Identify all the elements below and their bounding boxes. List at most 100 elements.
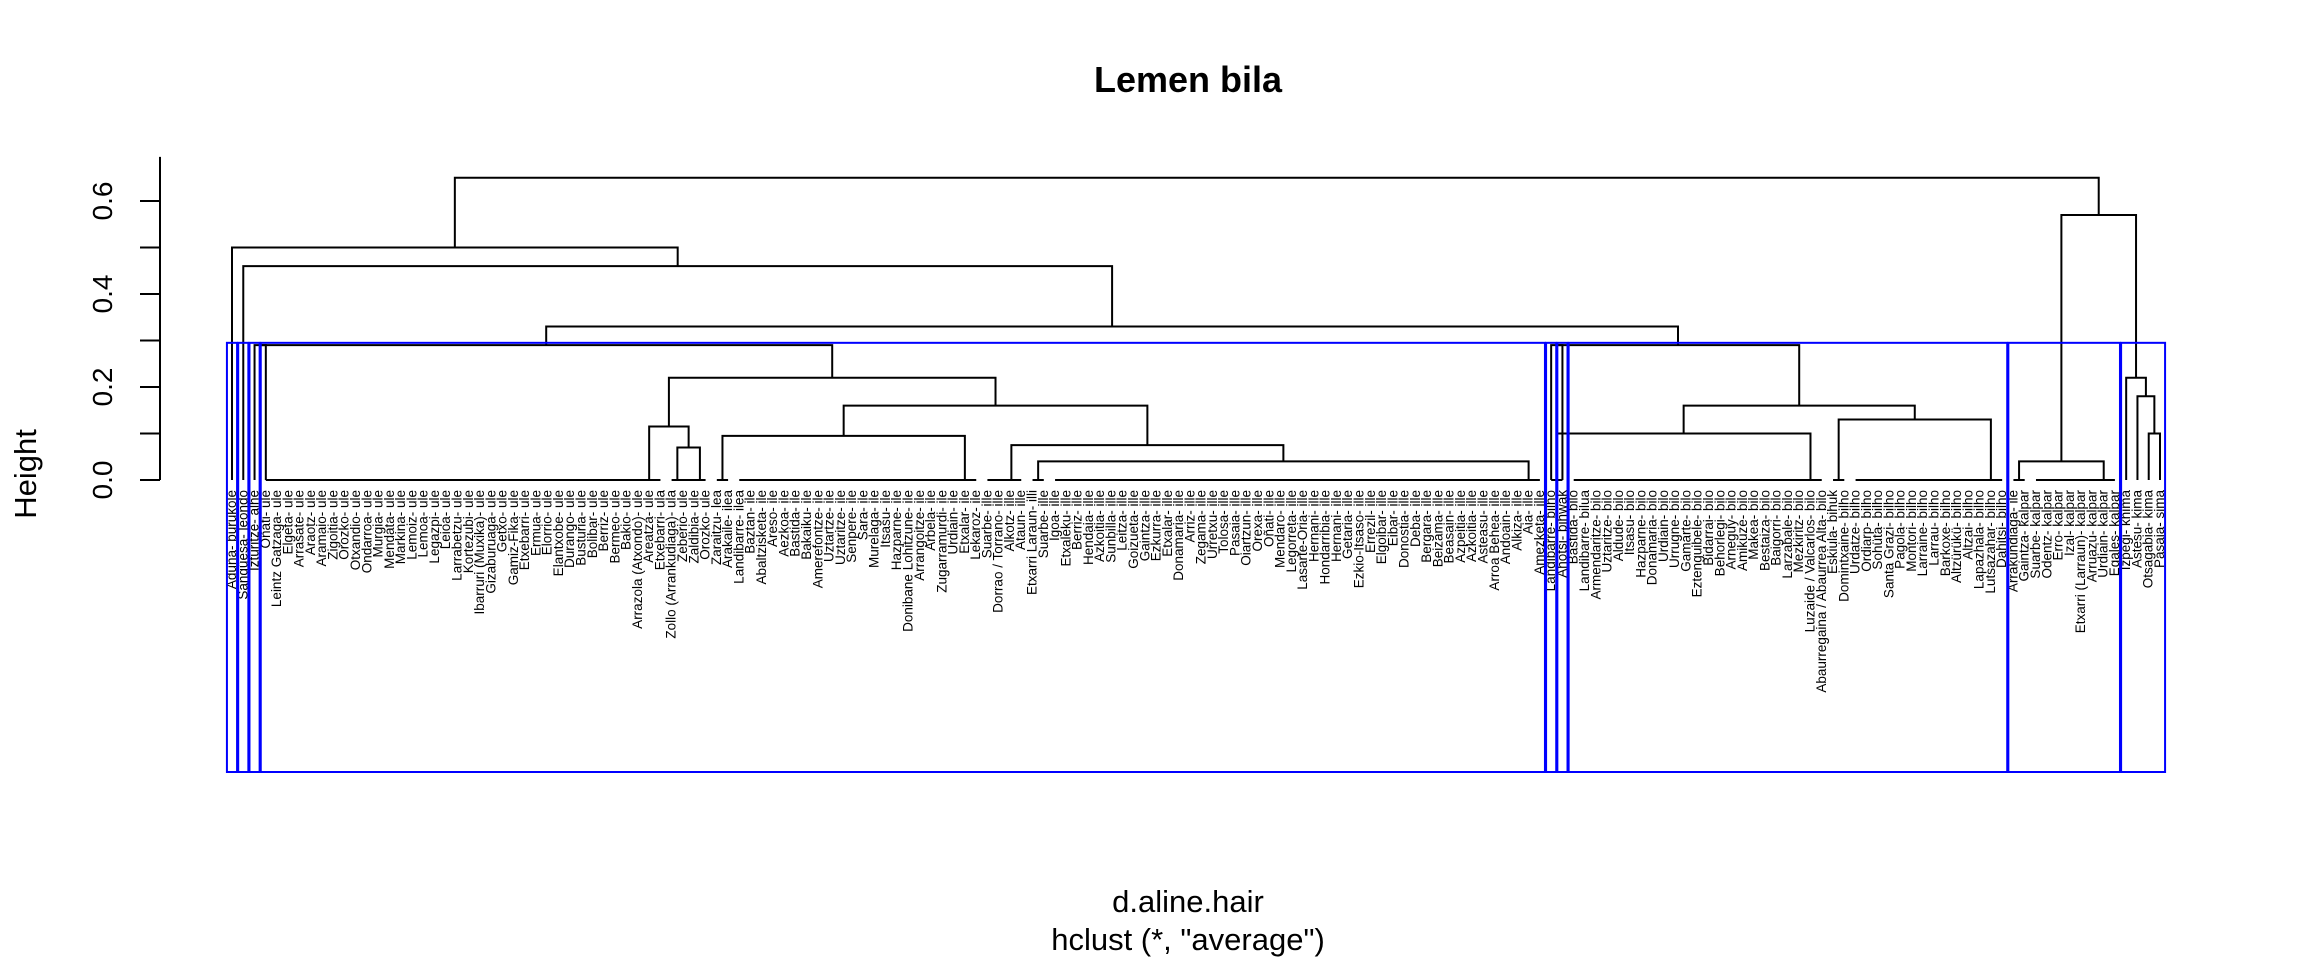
leaf-label: Etxebarri- ule	[517, 490, 532, 570]
leaf-label: Sunbilla- ille	[1103, 490, 1118, 563]
leaf-label: Pasaia- ille	[1227, 490, 1242, 556]
leaf-label: Itsasu- bilo	[1622, 490, 1637, 555]
cluster-rectangle	[237, 341, 250, 773]
dendrogram-branch	[1555, 432, 1812, 480]
leaf-label: Mendata- ule	[382, 490, 397, 569]
leaf-label: Lekaroz- ile	[968, 490, 983, 560]
leaf-label: Domintxaine- bilho	[1836, 490, 1851, 602]
x-axis-sublabel: hclust (*, "average")	[1051, 922, 1325, 957]
leaf-label: Zegama- ille	[1194, 490, 1209, 564]
leaf-label: Andoain- ille	[1498, 490, 1513, 564]
leaf-label: Sara- ile	[855, 490, 870, 540]
leaf-label: Etxalar- ille	[1160, 490, 1175, 557]
leaf-label: Lasarte-Oria- ille	[1295, 490, 1310, 590]
leaf-label: Amezketa- ille	[1532, 490, 1547, 575]
leaf-label: Leitza- ille	[1115, 490, 1130, 551]
leaf-label: Armendaritze- bilo	[1588, 490, 1603, 600]
leaf-label: Azkoitia- ille	[1464, 490, 1479, 562]
leaf-label: Suarbe- ille	[1036, 490, 1051, 558]
leaf-label: Durango- ule	[562, 490, 577, 568]
leaf-label: Urdatze- bilho	[1848, 490, 1863, 574]
leaf-label: Azpeitia- ille	[1453, 490, 1468, 563]
dendrogram-branch	[2147, 432, 2161, 480]
leaf-label: Pagola- bilho	[1893, 490, 1908, 569]
leaf-label: Altzai- bilho	[1960, 490, 1975, 560]
leaf-label: Zigoitia- ule	[325, 490, 340, 560]
leaf-label: Egales- kalpar	[2107, 489, 2122, 576]
leaf-label: Baigorri- bilo	[1769, 490, 1784, 566]
leaf-label: Zollo (Arrankudiaga)- ula	[664, 490, 679, 639]
cluster-rectangle	[1545, 341, 1558, 773]
dendrogram-branch	[1556, 344, 1801, 406]
leaf-label: Baztan- ile	[743, 490, 758, 554]
leaf-label: Suarbe- ille	[979, 490, 994, 558]
leaf-label: Gamiz-Fika- ule	[506, 490, 521, 585]
leaf-label: Lemoiz- ule	[404, 490, 419, 560]
leaf-label: Izal- kalpar	[2062, 490, 2077, 557]
leaf-label: Ezkio-Itsaso- ille	[1351, 490, 1366, 588]
leaf-label: Larrabetzu- ule	[449, 490, 464, 581]
leaf-label: Altzürükü- bilho	[1949, 490, 1964, 583]
leaf-label: Arrasate- ule	[292, 490, 307, 567]
leaf-label: Legazpi- ule	[427, 490, 442, 564]
leaf-label: Lutsazahar- bilho	[1983, 490, 1998, 594]
leaf-label: Amikuze- bilo	[1735, 490, 1750, 571]
leaf-label: Etxarri Laraun- illi	[1025, 490, 1040, 595]
leaf-label: Arneguy- bilo	[1724, 490, 1739, 570]
leaf-label: Bolibar- ule	[585, 490, 600, 558]
leaf-label: Busturia- ule	[574, 490, 589, 566]
dendrogram-branch	[648, 425, 690, 480]
leaf-label: Orexa- ille	[1250, 490, 1265, 552]
chart-title: Lemen bila	[1094, 59, 1283, 100]
leaf-label: Markina- ule	[393, 490, 408, 564]
leaf-label: Ermua- ule	[528, 490, 543, 556]
leaf-label: Bidarrai- bilo	[1701, 490, 1716, 566]
leaf-label: Eztenguibele- bilo	[1690, 490, 1705, 597]
leaf-label: Gaintza- ille	[1137, 490, 1152, 561]
leaf-label: Eskiula- bihuk	[1825, 490, 1840, 574]
leaf-label: Orozko- ule	[698, 490, 713, 560]
y-tick-label: 0.6	[87, 182, 118, 221]
dendrogram-branch	[667, 376, 997, 427]
leaf-label: Bakio- ule	[619, 490, 634, 550]
y-axis-label: Height	[8, 429, 43, 519]
leaf-label: Odentz- kalpar	[2039, 490, 2054, 579]
leaf-label: Hendaia- ille	[1081, 490, 1096, 565]
leaf-label: Amerefontze- ile	[810, 490, 825, 588]
leaf-label: Larzabale- bilo	[1780, 490, 1795, 579]
leaf-label: Dorrao / Torrano- ille	[991, 490, 1006, 613]
leaf-label: Zaraitzu- lea	[709, 490, 724, 566]
leaf-label: Azkoitia- ille	[1092, 490, 1107, 562]
dendrogram-branch	[842, 404, 1149, 446]
dendrogram-branch	[2018, 460, 2105, 480]
leaf-label: Alkiza- ille	[1509, 490, 1524, 551]
leaf-label: Ondarroa- ule	[359, 490, 374, 573]
leaf-label: Ibarruri (Muxika)- ule	[472, 490, 487, 615]
leaf-label: Arakaile- ilea	[720, 490, 735, 569]
leaf-label: Arbela- ile	[923, 490, 938, 551]
leaf-label: Goizueta- ille	[1126, 490, 1141, 569]
dendrogram-branch	[1037, 460, 1530, 480]
leaf-label: Deba- ille	[1408, 490, 1423, 547]
leaf-label: Gaintza- kalpar	[2017, 490, 2032, 582]
leaf-label: Uztaritze- bilo	[1600, 490, 1615, 573]
leaf-label: Gamarte- bilo	[1678, 490, 1693, 572]
dendrogram-branch	[1010, 444, 1285, 480]
dendrogram-branch	[676, 446, 701, 480]
leaf-label: Barkoxe- bilho	[1938, 490, 1953, 576]
dendrogram-branches	[231, 176, 2161, 481]
leaf-label: Bakaiku- ile	[799, 490, 814, 560]
cluster-rectangle	[2007, 341, 2121, 773]
leaf-label: Senpere- ile	[844, 490, 859, 563]
dendrogram-branch	[231, 246, 679, 480]
leaf-label: Abaltzisketa- ile	[754, 490, 769, 585]
leaf-label: Asteasu- ille	[1476, 490, 1491, 564]
cluster-rectangle	[2120, 341, 2167, 773]
leaf-label: Beizama- ille	[1430, 490, 1445, 567]
leaf-label: Elgeta- ule	[280, 490, 295, 555]
leaf-label: Suarbe- kalpar	[2028, 490, 2043, 579]
leaf-label: Urdiain- bilo	[1656, 490, 1671, 562]
leaf-label: Zeberio- ule	[675, 490, 690, 562]
leaf-label: Landibarre- bilua	[1577, 490, 1592, 592]
leaf-label: Legorreta- ille	[1284, 490, 1299, 573]
